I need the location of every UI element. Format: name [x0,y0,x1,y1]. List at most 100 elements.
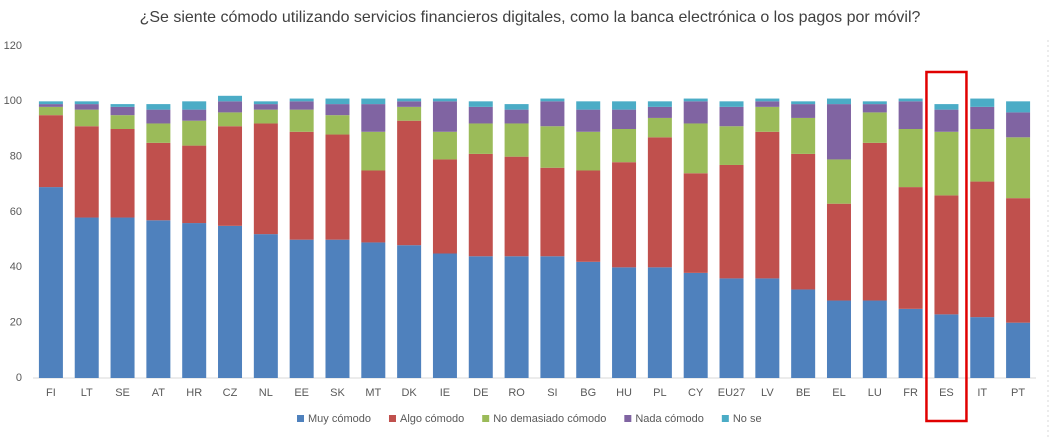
legend-swatch [388,415,396,422]
bar-segment [325,134,350,240]
bar-segment [253,104,278,110]
bar-segment [683,123,708,174]
legend-label: Algo cómodo [400,413,464,425]
bar-segment [110,115,135,129]
bar-segment [719,278,744,378]
bar-segment [826,98,851,105]
bar-segment [862,101,887,105]
bar-segment [110,129,135,218]
bar-segment [647,101,672,107]
bar-segment [862,112,887,143]
bar-segment [361,98,386,105]
bar-segment [540,167,565,257]
x-tick-label: EE [294,387,309,399]
x-tick-label: FR [903,387,918,399]
bar-segment [934,195,959,315]
bar-segment [146,142,171,221]
bar-segment [755,101,780,107]
bar-segment [612,162,637,268]
bar-segment [182,120,207,146]
bar-segment [755,98,780,102]
bar-segment [612,129,637,163]
highlight-box [925,70,968,423]
chart-title: ¿Se siente cómodo utilizando servicios f… [140,9,921,26]
bar-segment [970,181,995,318]
bar-segment [719,106,744,127]
bar-segment [791,289,816,378]
bar-segment [504,123,529,157]
x-tick-label: HR [186,387,202,399]
bar-segment [146,109,171,124]
bar-segment [826,300,851,378]
bar-segment [38,115,63,188]
bar-segment [468,153,493,257]
legend-swatch [482,415,490,422]
x-tick-label: IT [977,387,987,399]
bar-segment [432,98,457,102]
legend-label: No demasiado cómodo [493,413,606,425]
bar-segment [253,123,278,235]
bar-segment [755,278,780,378]
bar-segment [934,131,959,196]
bar-segment [504,256,529,378]
y-tick-label: 0 [16,372,22,384]
bar-segment [325,98,350,105]
bar-segment [38,104,63,107]
legend-swatch [721,415,729,422]
bar-segment [325,104,350,116]
legend-swatch [624,415,632,422]
bar-segment [504,156,529,257]
bar-segment [38,101,63,105]
y-tick-label: 40 [10,261,22,273]
bar-segment [218,225,243,378]
bar-segment [289,109,314,132]
bar-segment [289,98,314,102]
bar-segment [38,187,63,378]
bar-segment [289,239,314,378]
bar-segment [898,187,923,309]
bar-segment [540,98,565,102]
bar-segment [647,267,672,378]
bar-segment [1006,322,1031,378]
bar-segment [970,129,995,182]
bar-segment [361,170,386,243]
bar-segment [289,101,314,110]
bar-segment [576,170,601,262]
bar-segment [862,142,887,301]
bar-segment [719,101,744,107]
bar-segment [791,117,816,154]
x-tick-label: AT [152,387,166,399]
bar-segment [540,126,565,168]
bar-segment [540,256,565,378]
x-tick-label: PT [1011,387,1025,399]
x-tick-label: IE [440,387,450,399]
bar-segment [647,106,672,118]
y-tick-label: 60 [10,206,22,218]
y-tick-label: 20 [10,317,22,329]
x-tick-label: ES [939,387,954,399]
bar-segment [468,123,493,154]
legend-label: No se [733,413,762,425]
bar-segment [432,131,457,160]
bar-segment [38,106,63,116]
bar-segment [468,106,493,124]
bar-segment [683,272,708,378]
bar-segment [755,131,780,279]
x-tick-label: LV [761,387,774,399]
bar-segment [289,131,314,240]
bar-segment [791,101,816,105]
bar-segment [970,98,995,107]
bar-segment [182,101,207,110]
x-tick-label: NL [259,387,273,399]
x-tick-label: DE [473,387,488,399]
x-tick-label: CY [688,387,704,399]
bar-segment [432,101,457,132]
x-tick-label: RO [508,387,525,399]
x-tick-label: LT [81,387,93,399]
legend-label: Muy cómodo [308,413,371,425]
bar-segment [576,109,601,132]
bar-segment [74,101,99,105]
y-tick-label: 120 [4,40,22,52]
bar-segment [397,120,422,246]
bar-segment [504,109,529,124]
